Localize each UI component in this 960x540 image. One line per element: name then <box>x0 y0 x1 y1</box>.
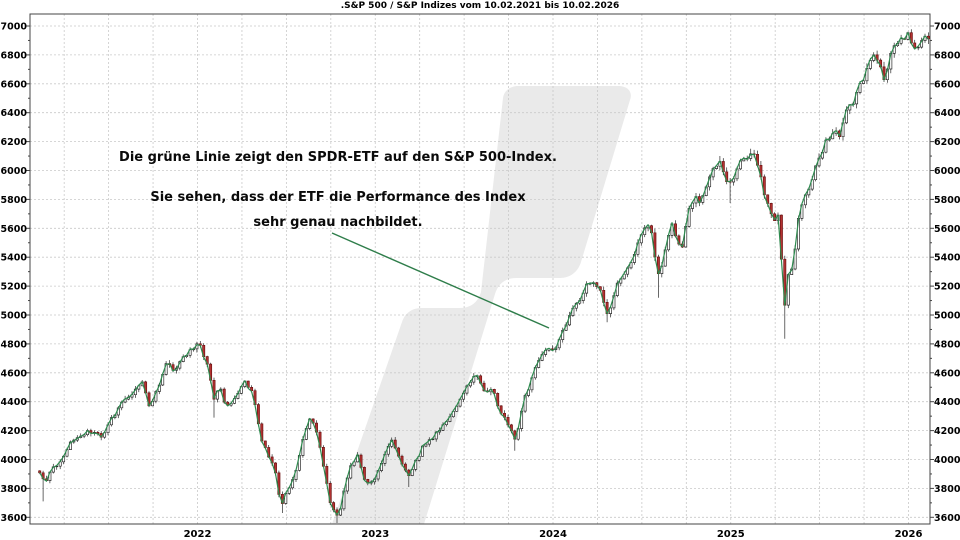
y-axis-label-right: 6800 <box>934 50 960 61</box>
etf-line <box>39 31 929 516</box>
x-axis-label: 2022 <box>184 529 212 540</box>
annotation-pointer-line <box>331 232 550 329</box>
y-axis-label-right: 4400 <box>934 397 960 408</box>
y-axis-label-left: 6400 <box>1 108 28 119</box>
y-axis-label-left: 3600 <box>1 513 28 524</box>
y-axis-label-right: 5200 <box>934 282 960 293</box>
y-axis-label-left: 5800 <box>1 195 28 206</box>
y-axis-label-right: 4600 <box>934 368 960 379</box>
y-axis-label-right: 4800 <box>934 339 960 350</box>
y-axis-label-right: 4000 <box>934 455 960 466</box>
y-axis-label-left: 5600 <box>1 224 28 235</box>
chart-title: .S&P 500 / S&P Indizes vom 10.02.2021 bi… <box>340 1 620 11</box>
y-axis-label-right: 5400 <box>934 253 960 264</box>
y-axis-label-left: 4400 <box>1 397 28 408</box>
y-axis-label-right: 7000 <box>934 22 960 33</box>
y-axis-label-left: 4600 <box>1 368 28 379</box>
x-axis-label: 2025 <box>717 529 745 540</box>
y-axis-label-left: 5200 <box>1 282 28 293</box>
annotation-line2: Sie sehen, dass der ETF die Performance … <box>150 190 526 205</box>
candles-up <box>48 32 927 516</box>
y-axis-label-left: 7000 <box>1 22 28 33</box>
y-axis-label-right: 3800 <box>934 484 960 495</box>
y-axis-label-right: 5800 <box>934 195 960 206</box>
y-axis-label-left: 6200 <box>1 137 28 148</box>
y-axis-label-left: 5000 <box>1 311 28 322</box>
x-axis-label: 2026 <box>895 529 923 540</box>
y-axis-label-left: 5400 <box>1 253 28 264</box>
y-axis-label-left: 4800 <box>1 339 28 350</box>
y-axis-label-right: 5000 <box>934 311 960 322</box>
y-axis-label-left: 6000 <box>1 166 28 177</box>
axis-frame <box>29 13 931 525</box>
x-axis-label: 2024 <box>539 529 567 540</box>
x-axis-label: 2023 <box>361 529 389 540</box>
y-axis-label-left: 4200 <box>1 426 28 437</box>
y-axis-label-right: 6000 <box>934 166 960 177</box>
y-axis-label-right: 6200 <box>934 137 960 148</box>
watermark-logo <box>332 86 631 524</box>
annotation-line3: sehr genau nachbildet. <box>253 215 423 230</box>
y-axis-label-left: 6800 <box>1 50 28 61</box>
y-axis-label-right: 4200 <box>934 426 960 437</box>
y-axis-label-right: 6400 <box>934 108 960 119</box>
annotation-line1: Die grüne Linie zeigt den SPDR-ETF auf d… <box>119 150 557 165</box>
y-axis-label-right: 6600 <box>934 79 960 90</box>
y-axis-label-right: 5600 <box>934 224 960 235</box>
y-axis-label-left: 6600 <box>1 79 28 90</box>
y-axis-label-left: 4000 <box>1 455 28 466</box>
y-axis-label-right: 3600 <box>934 513 960 524</box>
y-axis-label-left: 3800 <box>1 484 28 495</box>
